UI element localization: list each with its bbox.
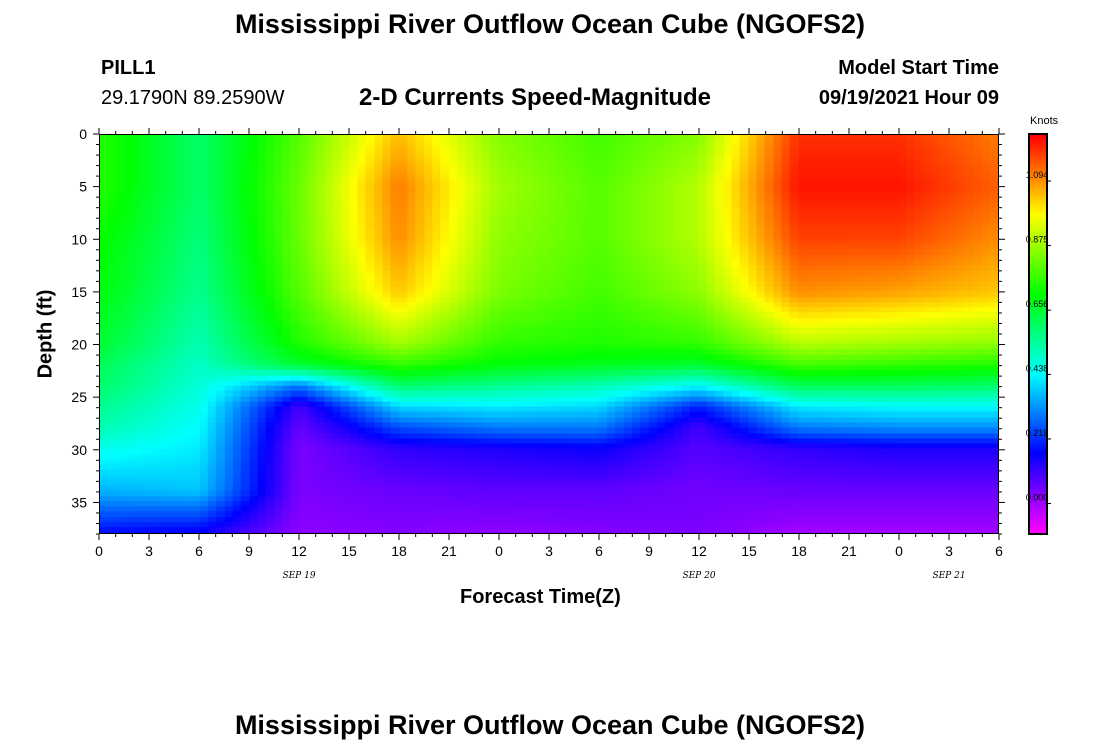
x-tick-label: 3 <box>545 543 553 559</box>
x-tick-label: 0 <box>895 543 903 559</box>
x-date-label: SEP 20 <box>682 571 715 581</box>
station-coordinates: 29.1790N 89.2590W <box>101 87 285 109</box>
chart-subtitle: 2-D Currents Speed-Magnitude <box>359 84 712 111</box>
y-tick-label: 20 <box>71 337 87 353</box>
x-tick-label: 12 <box>291 543 307 559</box>
plot-area <box>99 134 999 534</box>
x-tick-label: 6 <box>195 543 203 559</box>
x-tick-label: 15 <box>341 543 357 559</box>
x-tick-label: 15 <box>741 543 757 559</box>
chart-title: Mississippi River Outflow Ocean Cube (NG… <box>234 9 866 39</box>
x-axis-label: Forecast Time(Z) <box>460 586 621 608</box>
x-tick-label: 12 <box>691 543 707 559</box>
x-tick-label: 3 <box>945 543 953 559</box>
x-tick-label: 21 <box>841 543 857 559</box>
x-date-label: SEP 21 <box>932 571 965 581</box>
y-tick-label: 5 <box>79 179 87 195</box>
y-tick-label: 25 <box>71 389 87 405</box>
speed-heatmap <box>100 135 998 533</box>
x-tick-label: 0 <box>95 543 103 559</box>
model-start-label: Model Start Time <box>838 57 999 79</box>
x-tick-label: 9 <box>645 543 653 559</box>
x-tick-label: 18 <box>391 543 407 559</box>
y-tick-label: 15 <box>71 284 87 300</box>
y-axis-label: Depth (ft) <box>34 289 57 379</box>
y-tick-label: 30 <box>71 442 87 458</box>
y-tick-label: 35 <box>71 494 87 510</box>
model-start-value: 09/19/2021 Hour 09 <box>818 87 999 109</box>
x-tick-label: 18 <box>791 543 807 559</box>
station-id: PILL1 <box>101 57 156 79</box>
y-tick-label: 0 <box>79 126 87 142</box>
x-tick-label: 6 <box>595 543 603 559</box>
x-tick-label: 3 <box>145 543 153 559</box>
x-tick-label: 6 <box>995 543 1003 559</box>
colorbar-unit-label: Knots <box>1030 115 1059 127</box>
y-tick-label: 10 <box>71 231 87 247</box>
x-tick-label: 9 <box>245 543 253 559</box>
x-tick-label: 0 <box>495 543 503 559</box>
x-date-label: SEP 19 <box>282 571 315 581</box>
colorbar <box>1028 133 1048 535</box>
x-tick-label: 21 <box>441 543 457 559</box>
footer-title: Mississippi River Outflow Ocean Cube (NG… <box>234 710 866 740</box>
